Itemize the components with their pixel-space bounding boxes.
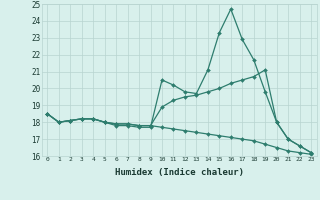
X-axis label: Humidex (Indice chaleur): Humidex (Indice chaleur) xyxy=(115,168,244,177)
